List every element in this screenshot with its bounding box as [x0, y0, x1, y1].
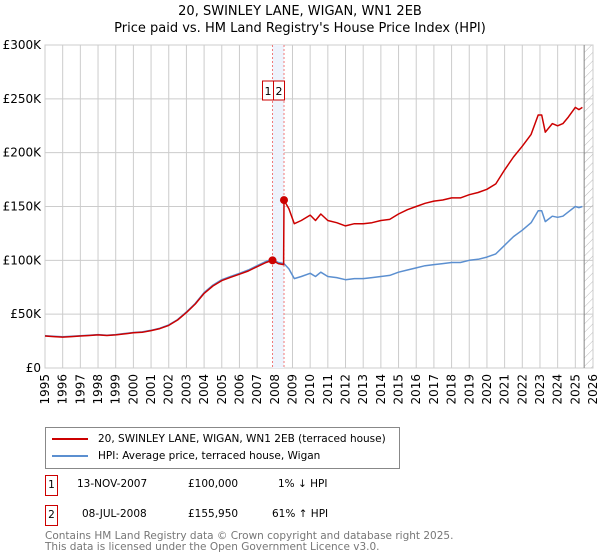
y-tick-label: £250K [3, 92, 43, 106]
x-tick-label: 2000 [126, 374, 140, 405]
price-paid-line [44, 106, 583, 338]
sale-price: £155,950 [188, 508, 239, 520]
sale-label-box-2 [273, 80, 286, 101]
x-tick-label: 2001 [144, 374, 158, 405]
x-tick-label: 2022 [515, 374, 529, 405]
legend-label-hpi: HPI: Average price, terraced house, Wiga… [98, 450, 321, 462]
x-tick-label: 2016 [409, 374, 423, 405]
sale-date: 08-JUL-2008 [82, 508, 147, 520]
sale-hpi-diff: 1% ↓ HPI [278, 478, 328, 490]
x-tick-label: 2017 [427, 374, 441, 405]
legend-label-property: 20, SWINLEY LANE, WIGAN, WN1 2EB (terrac… [98, 433, 386, 445]
legend-swatch-blue [52, 455, 88, 457]
x-tick-label: 2004 [197, 374, 211, 405]
legend: 20, SWINLEY LANE, WIGAN, WN1 2EB (terrac… [45, 427, 400, 469]
x-tick-label: 2010 [303, 374, 317, 405]
x-tick-label: 2019 [462, 374, 476, 405]
x-tick-label: 2007 [250, 374, 264, 405]
x-tick-label: 2014 [374, 374, 388, 405]
legend-item-hpi: HPI: Average price, terraced house, Wiga… [52, 448, 320, 464]
x-tick-label: 2012 [339, 374, 353, 405]
x-tick-label: 1999 [109, 374, 123, 405]
sale-label-1: 1 [265, 85, 272, 98]
x-tick-label: 2021 [498, 374, 512, 405]
y-tick-label: £50K [10, 307, 42, 321]
chart-title-line2: Price paid vs. HM Land Registry's House … [114, 21, 486, 36]
x-tick-label: 2015 [392, 374, 406, 405]
sale-price: £100,000 [188, 478, 239, 490]
forecast-hatch-region [584, 45, 593, 368]
sale-period-band [272, 45, 284, 368]
sale-point-1 [268, 256, 277, 265]
legend-swatch-red [52, 438, 88, 440]
x-tick-label: 2006 [232, 374, 246, 405]
x-tick-label: 2018 [445, 374, 459, 405]
x-tick-label: 2003 [179, 374, 193, 405]
sale-hpi-diff: 61% ↑ HPI [272, 508, 329, 520]
x-tick-label: 2026 [586, 374, 600, 405]
x-tick-label: 2020 [480, 374, 494, 405]
x-tick-label: 2009 [285, 374, 299, 405]
sale-number-badge: 1 [45, 475, 58, 496]
footer-line2: This data is licensed under the Open Gov… [45, 541, 380, 553]
sale-label-2: 2 [276, 85, 283, 98]
x-tick-label: 2023 [533, 374, 547, 405]
sale-point-2 [279, 196, 288, 205]
sale-row-1: 1 13-NOV-2007 £100,000 1% ↓ HPI [45, 475, 545, 496]
y-tick-label: £200K [3, 146, 43, 160]
y-tick-label: £0 [26, 361, 41, 375]
x-tick-label: 1995 [38, 374, 52, 405]
chart-title-line1: 20, SWINLEY LANE, WIGAN, WN1 2EB [178, 4, 422, 19]
x-tick-label: 2025 [568, 374, 582, 405]
sale-number-badge: 2 [45, 505, 58, 526]
x-tick-label: 2005 [215, 374, 229, 405]
y-tick-label: £100K [3, 253, 43, 267]
x-tick-label: 1996 [56, 374, 70, 405]
x-tick-label: 2013 [356, 374, 370, 405]
x-tick-label: 1998 [91, 374, 105, 405]
legend-item-property: 20, SWINLEY LANE, WIGAN, WN1 2EB (terrac… [52, 431, 386, 447]
y-tick-label: £300K [3, 38, 43, 52]
x-tick-label: 1997 [73, 374, 87, 405]
x-tick-label: 2008 [268, 374, 282, 405]
x-tick-label: 2002 [162, 374, 176, 405]
x-tick-label: 2011 [321, 374, 335, 405]
y-tick-label: £150K [3, 200, 43, 214]
footer-line1: Contains HM Land Registry data © Crown c… [45, 530, 454, 542]
footer-attribution: Contains HM Land Registry data © Crown c… [45, 531, 453, 553]
sale-date: 13-NOV-2007 [77, 478, 148, 490]
x-tick-label: 2024 [551, 374, 565, 405]
sale-row-2: 2 08-JUL-2008 £155,950 61% ↑ HPI [45, 505, 545, 526]
